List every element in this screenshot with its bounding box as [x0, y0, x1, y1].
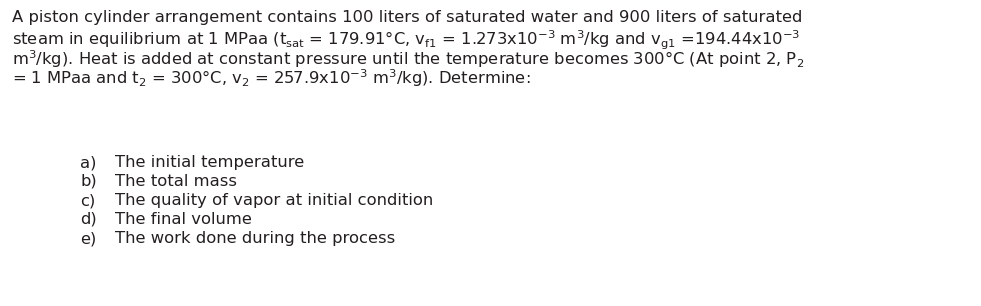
Text: The quality of vapor at initial condition: The quality of vapor at initial conditio…	[115, 193, 434, 208]
Text: steam in equilibrium at 1 MPaa ($\mathregular{t_{sat}}$ = 179.91°C, $\mathregula: steam in equilibrium at 1 MPaa ($\mathre…	[12, 29, 800, 52]
Text: e): e)	[80, 231, 96, 246]
Text: m$^3$/kg). Heat is added at constant pressure until the temperature becomes 300°: m$^3$/kg). Heat is added at constant pre…	[12, 48, 804, 70]
Text: The total mass: The total mass	[115, 174, 237, 189]
Text: b): b)	[80, 174, 97, 189]
Text: The work done during the process: The work done during the process	[115, 231, 395, 246]
Text: d): d)	[80, 212, 97, 227]
Text: A piston cylinder arrangement contains 100 liters of saturated water and 900 lit: A piston cylinder arrangement contains 1…	[12, 10, 802, 25]
Text: The initial temperature: The initial temperature	[115, 155, 304, 170]
Text: a): a)	[80, 155, 96, 170]
Text: = 1 MPaa and $\mathregular{t_2}$ = 300°C, $\mathregular{v_2}$ = 257.9x10$^{-3}$ : = 1 MPaa and $\mathregular{t_2}$ = 300°C…	[12, 67, 531, 89]
Text: c): c)	[80, 193, 95, 208]
Text: The final volume: The final volume	[115, 212, 252, 227]
